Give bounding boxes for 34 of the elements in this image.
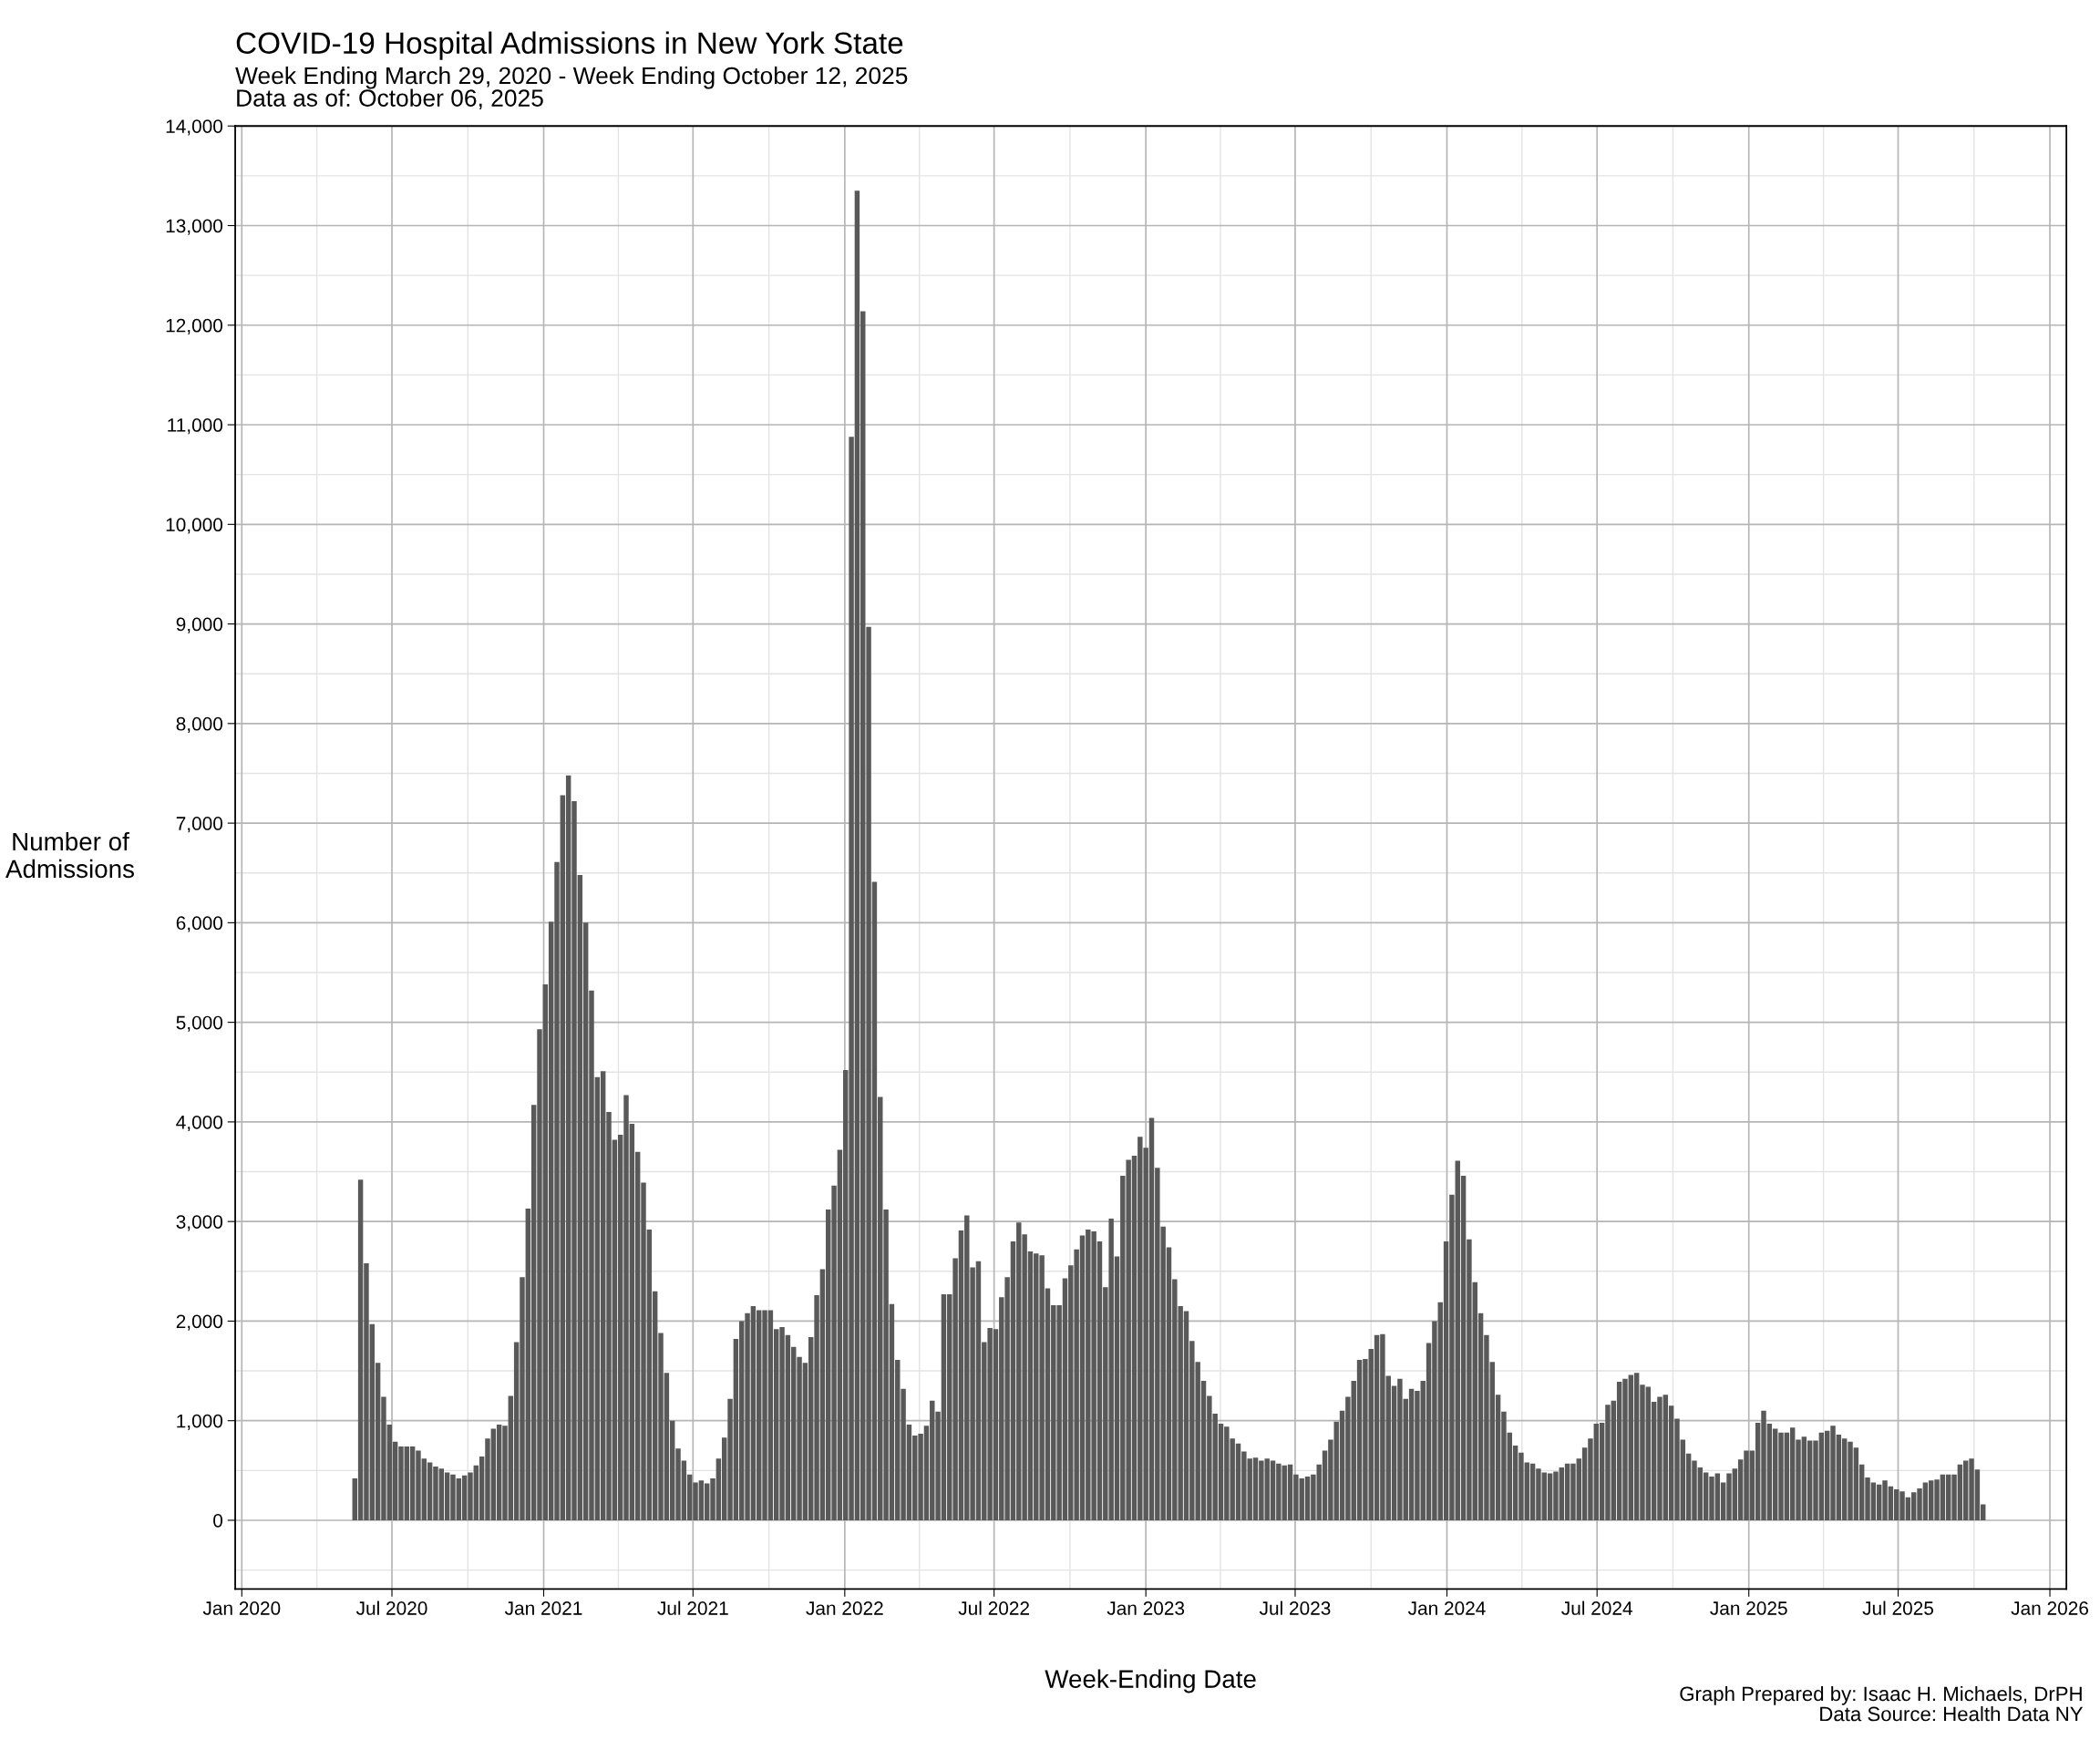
chart-title: COVID-19 Hospital Admissions in New York State <box>236 31 903 60</box>
y-tick-label: 11,000 <box>168 418 223 435</box>
y-tick-label: 0 <box>213 1513 223 1528</box>
x-tick-label: Jul 2020 <box>355 1601 427 1615</box>
x-tick-label: Jan 2024 <box>1407 1601 1486 1615</box>
y-tick-label: 2,000 <box>176 1314 223 1331</box>
x-tick-label: Jan 2023 <box>1107 1601 1185 1615</box>
x-tick-label: Jul 2024 <box>1561 1601 1632 1615</box>
y-tick-label: 3,000 <box>176 1215 223 1231</box>
x-tick-label: Jan 2020 <box>202 1601 281 1615</box>
y-tick-label: 10,000 <box>166 518 223 534</box>
y-tick-label: 9,000 <box>176 617 223 633</box>
x-tick-label: Jan 2026 <box>2011 1601 2088 1615</box>
text: Graph Prepared by: Isaac H. Michaels, DrPH <box>1680 1685 2082 1705</box>
y-tick-label: 5,000 <box>176 1015 223 1032</box>
source-note: Data Source: Health Data NY <box>1820 1706 2084 1722</box>
chart-subtitle: Week Ending March 29, 2020 - Week Ending October 12, 2025 Data as of: October 06, 2025 <box>235 66 908 110</box>
y-tick-label: 8,000 <box>176 716 223 734</box>
x-tick-label: Jul 2021 <box>657 1601 728 1615</box>
y-tick-label: 14,000 <box>166 119 223 136</box>
y-tick-label: 1,000 <box>177 1414 223 1430</box>
y-tick-label: 13,000 <box>166 219 223 235</box>
x-tick-label: Jul 2023 <box>1259 1601 1331 1615</box>
y-tick-label: 12,000 <box>166 318 223 335</box>
x-tick-label: Jan 2022 <box>806 1601 883 1615</box>
x-tick-label: Jan 2025 <box>1710 1601 1787 1615</box>
y-axis-title: Number of Admissions <box>5 831 134 879</box>
x-tick-label: Jan 2021 <box>504 1601 582 1615</box>
x-axis-title: Week-Ending Date <box>1045 1669 1256 1693</box>
x-tick-label: Jul 2025 <box>1862 1601 1934 1615</box>
y-tick-label: 4,000 <box>176 1115 223 1132</box>
y-tick-label: 6,000 <box>176 916 223 932</box>
x-tick-label: Jul 2022 <box>958 1601 1029 1615</box>
y-tick-label: 7,000 <box>176 817 223 833</box>
